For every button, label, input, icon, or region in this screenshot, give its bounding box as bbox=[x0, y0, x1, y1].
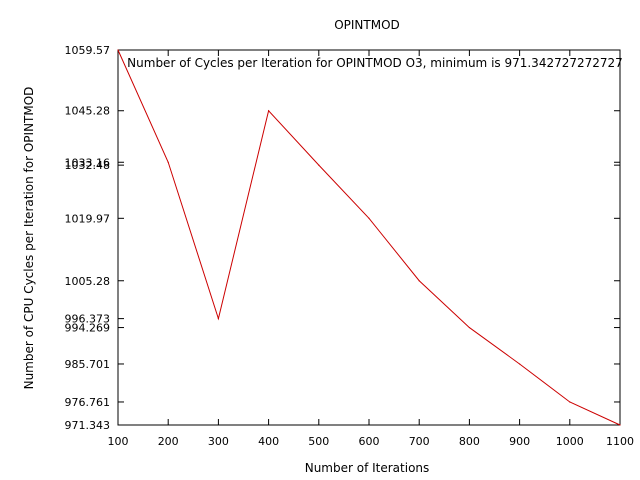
data-point bbox=[167, 161, 169, 163]
chart-title: OPINTMOD bbox=[334, 18, 400, 32]
y-tick-label: 1059.57 bbox=[65, 44, 111, 57]
x-tick-label: 1100 bbox=[606, 435, 634, 448]
x-tick-label: 1000 bbox=[556, 435, 584, 448]
data-point bbox=[318, 164, 320, 166]
y-tick-label: 976.761 bbox=[65, 396, 111, 409]
x-tick-label: 600 bbox=[359, 435, 380, 448]
x-tick-label: 100 bbox=[108, 435, 129, 448]
data-point bbox=[468, 326, 470, 329]
data-point bbox=[519, 363, 521, 365]
y-tick-label: 985.701 bbox=[65, 358, 111, 371]
data-point bbox=[117, 49, 119, 51]
y-axis-label: Number of CPU Cycles per Iteration for O… bbox=[22, 87, 36, 390]
x-axis-ticks: 100 200 300 400 500 600 700 800 900 1000 1100 bbox=[108, 50, 634, 448]
x-tick-label: 400 bbox=[258, 435, 279, 448]
data-point bbox=[418, 280, 420, 282]
data-point bbox=[268, 110, 270, 112]
y-tick-label: 1019.97 bbox=[65, 212, 111, 225]
x-axis-label: Number of Iterations bbox=[305, 461, 430, 475]
data-point bbox=[619, 424, 621, 426]
x-tick-label: 500 bbox=[308, 435, 329, 448]
x-tick-label: 300 bbox=[208, 435, 229, 448]
data-point bbox=[217, 318, 219, 320]
y-tick-label: 1005.28 bbox=[65, 275, 111, 288]
y-tick-label: 1032.48 bbox=[65, 159, 111, 172]
data-point bbox=[368, 217, 370, 219]
x-tick-label: 900 bbox=[509, 435, 530, 448]
x-tick-label: 200 bbox=[158, 435, 179, 448]
x-tick-label: 700 bbox=[409, 435, 430, 448]
x-tick-label: 800 bbox=[459, 435, 480, 448]
y-tick-label: 1033.16 bbox=[65, 156, 111, 169]
data-point bbox=[569, 401, 571, 403]
legend-entry: Number of Cycles per Iteration for OPINT… bbox=[127, 56, 623, 70]
y-tick-label: 971.343 bbox=[65, 419, 111, 432]
y-tick-label: 1045.28 bbox=[65, 105, 111, 118]
y-tick-label: 994.269 bbox=[65, 322, 111, 335]
series-points bbox=[117, 49, 621, 426]
y-tick-label: 996.373 bbox=[65, 313, 111, 326]
